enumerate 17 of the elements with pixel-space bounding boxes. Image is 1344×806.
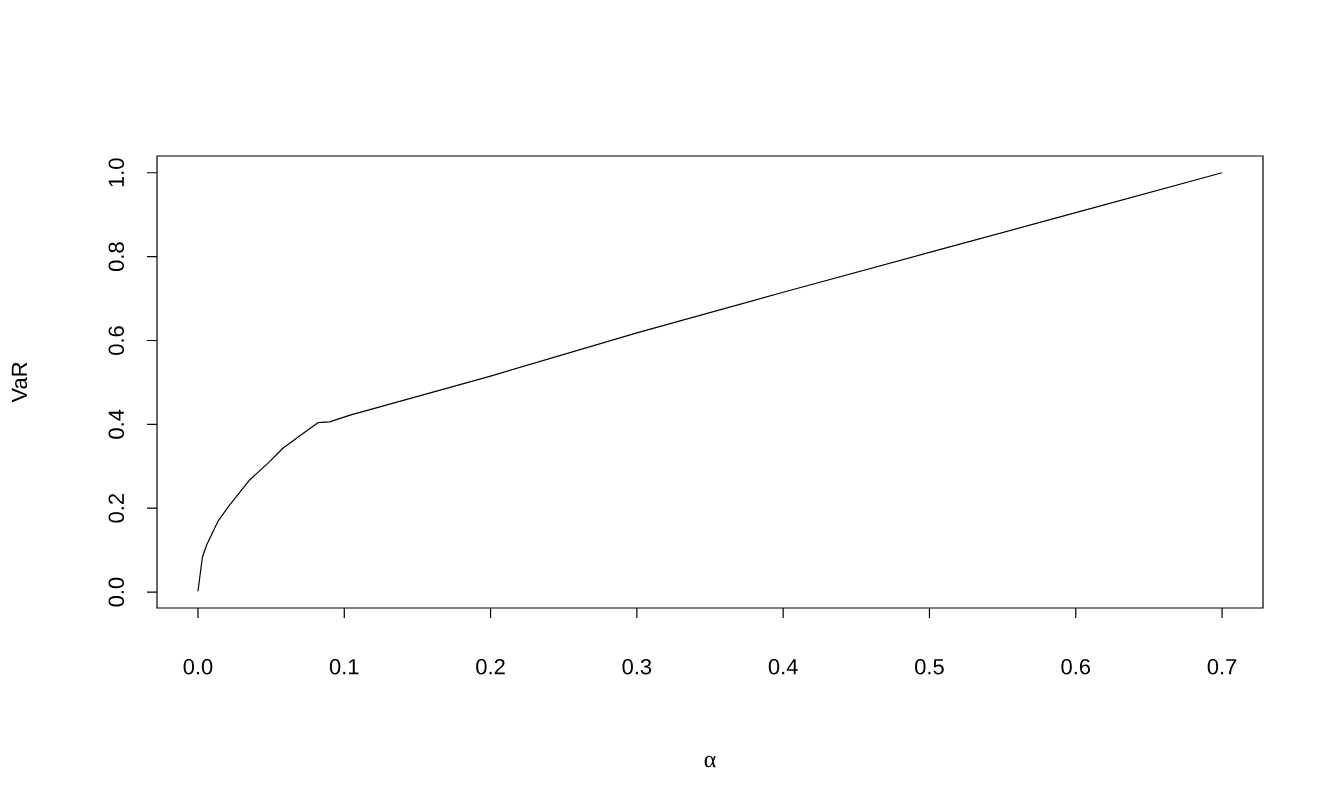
x-tick-label: 0.1 — [329, 658, 359, 675]
x-tick-label: 0.6 — [1061, 658, 1091, 675]
x-axis-title: α — [704, 755, 716, 768]
y-tick-label: 0.2 — [108, 494, 125, 523]
x-tick-label: 0.4 — [768, 658, 798, 675]
y-tick-label: 0.4 — [108, 409, 125, 439]
y-tick-label: 0.8 — [108, 242, 125, 272]
line-series — [197, 172, 1223, 592]
x-tick-label: 0.2 — [476, 658, 505, 675]
y-axis-title: VaR — [11, 362, 28, 403]
x-tick-label: 0.0 — [183, 658, 213, 675]
y-tick-label: 1.0 — [108, 158, 125, 187]
x-tick-label: 0.7 — [1207, 658, 1237, 675]
y-tick-label: 0.0 — [108, 577, 125, 607]
y-tick-label: 0.6 — [108, 326, 125, 355]
x-tick-label: 0.3 — [622, 658, 652, 675]
x-tick-label: 0.5 — [915, 658, 944, 675]
